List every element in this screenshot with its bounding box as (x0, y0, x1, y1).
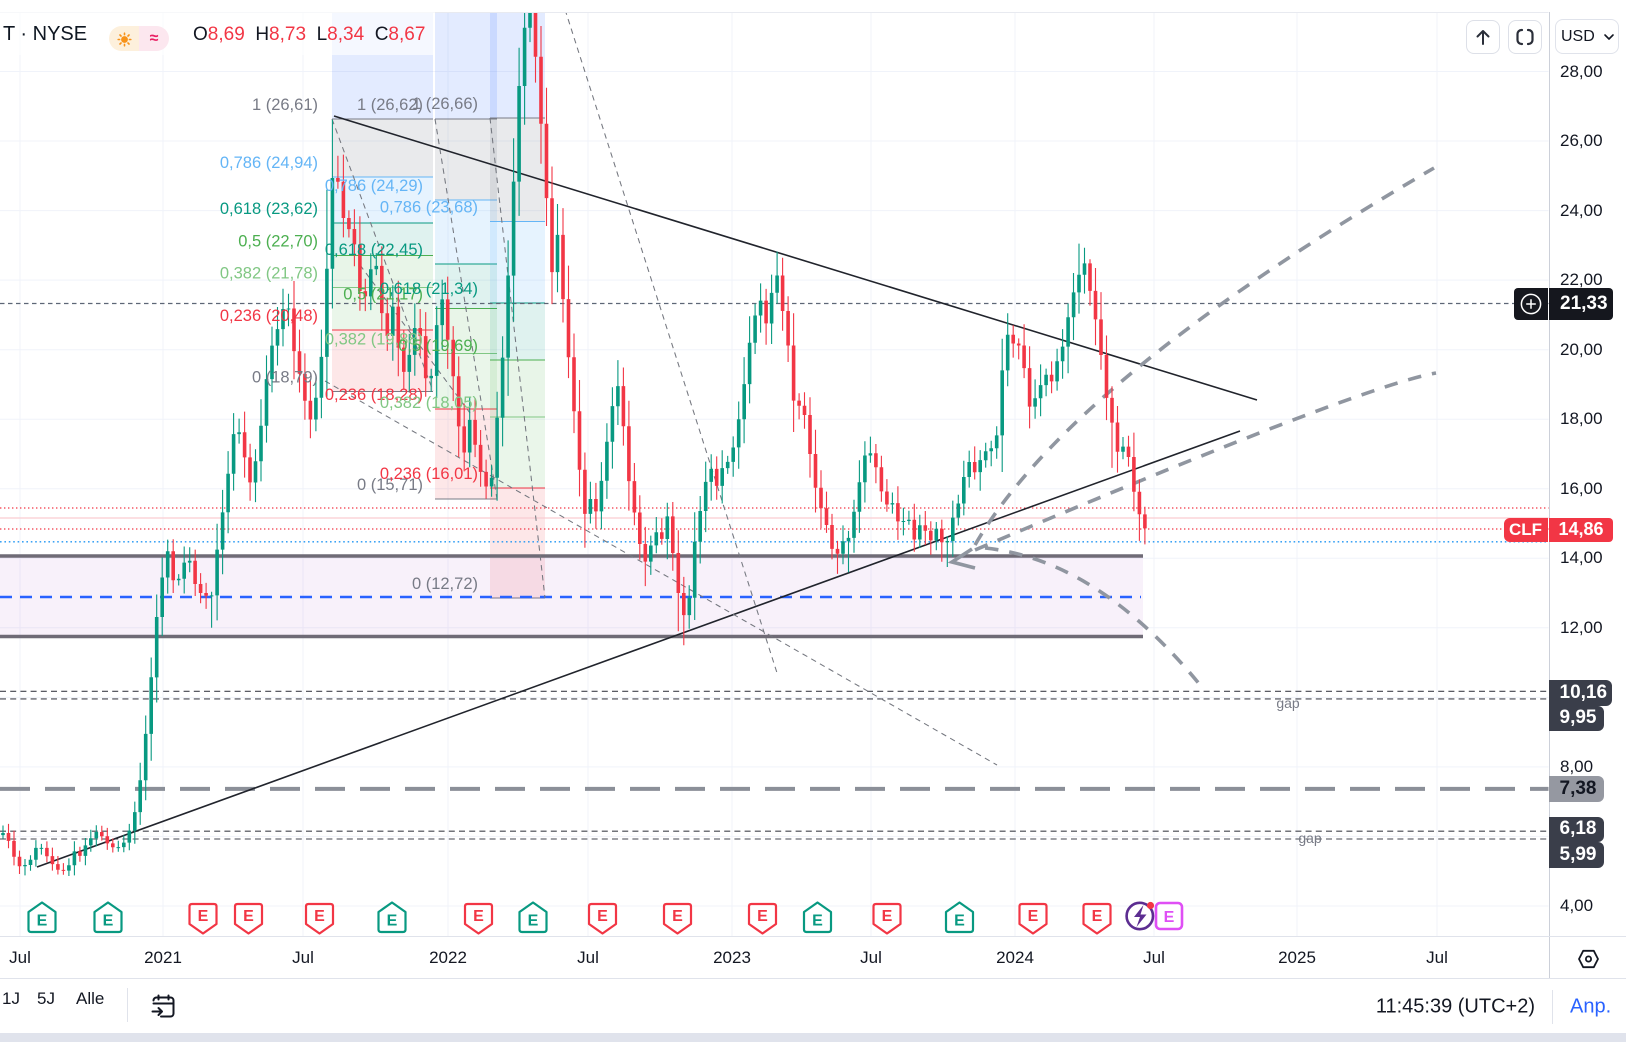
svg-text:0,236 (20,48): 0,236 (20,48) (220, 307, 318, 325)
svg-text:E: E (103, 913, 114, 930)
svg-text:E: E (757, 908, 768, 925)
svg-text:0,786 (24,94): 0,786 (24,94) (220, 154, 318, 172)
svg-text:E: E (1092, 908, 1103, 925)
svg-text:1 (26,62): 1 (26,62) (357, 96, 423, 114)
svg-text:E: E (314, 908, 325, 925)
svg-text:0 (15,71): 0 (15,71) (357, 476, 423, 494)
svg-text:E: E (243, 908, 254, 925)
svg-text:1 (26,66): 1 (26,66) (412, 95, 478, 113)
svg-text:E: E (812, 913, 823, 930)
svg-text:E: E (473, 908, 484, 925)
svg-text:E: E (954, 913, 965, 930)
svg-text:E: E (528, 913, 539, 930)
svg-text:0,5 (22,70): 0,5 (22,70) (238, 233, 318, 251)
svg-text:0,786 (23,68): 0,786 (23,68) (380, 199, 478, 217)
svg-text:0,618 (21,34): 0,618 (21,34) (380, 280, 478, 298)
svg-text:E: E (672, 908, 683, 925)
svg-text:E: E (597, 908, 608, 925)
svg-text:E: E (1164, 909, 1175, 926)
svg-text:gap: gap (1298, 830, 1322, 846)
svg-text:E: E (882, 908, 893, 925)
svg-text:0,236 (16,01): 0,236 (16,01) (380, 465, 478, 483)
svg-text:0,618 (23,62): 0,618 (23,62) (220, 200, 318, 218)
svg-text:0,382 (19,88): 0,382 (19,88) (325, 331, 423, 349)
svg-text:0,5 (21,17): 0,5 (21,17) (343, 286, 423, 304)
svg-text:E: E (387, 913, 398, 930)
svg-text:0 (18,79): 0 (18,79) (252, 369, 318, 387)
svg-text:0 (12,72): 0 (12,72) (412, 575, 478, 593)
svg-text:E: E (37, 913, 48, 930)
svg-text:0,786 (24,29): 0,786 (24,29) (325, 177, 423, 195)
svg-text:0,382 (21,78): 0,382 (21,78) (220, 265, 318, 283)
svg-text:E: E (198, 908, 209, 925)
svg-text:gap: gap (1276, 695, 1300, 711)
svg-text:0,236 (18,28): 0,236 (18,28) (325, 386, 423, 404)
svg-text:1 (26,61): 1 (26,61) (252, 96, 318, 114)
svg-text:0,5 (19,69): 0,5 (19,69) (398, 337, 478, 355)
svg-text:0,618 (22,45): 0,618 (22,45) (325, 241, 423, 259)
svg-text:E: E (1028, 908, 1039, 925)
svg-text:0,382 (18,05): 0,382 (18,05) (380, 394, 478, 412)
